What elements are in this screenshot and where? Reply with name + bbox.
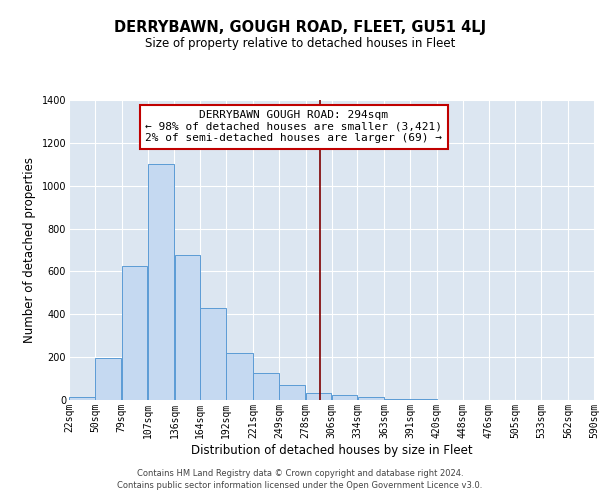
Bar — [253, 373, 278, 400]
Bar — [279, 385, 305, 400]
Bar — [122, 266, 148, 400]
Text: DERRYBAWN, GOUGH ROAD, FLEET, GU51 4LJ: DERRYBAWN, GOUGH ROAD, FLEET, GU51 4LJ — [114, 20, 486, 35]
Text: Contains HM Land Registry data © Crown copyright and database right 2024.: Contains HM Land Registry data © Crown c… — [137, 470, 463, 478]
Text: Size of property relative to detached houses in Fleet: Size of property relative to detached ho… — [145, 38, 455, 51]
Bar — [332, 394, 357, 400]
Text: DERRYBAWN GOUGH ROAD: 294sqm
← 98% of detached houses are smaller (3,421)
2% of : DERRYBAWN GOUGH ROAD: 294sqm ← 98% of de… — [145, 110, 442, 144]
Y-axis label: Number of detached properties: Number of detached properties — [23, 157, 36, 343]
Bar — [306, 392, 331, 400]
Bar — [226, 353, 253, 400]
Bar — [358, 397, 384, 400]
X-axis label: Distribution of detached houses by size in Fleet: Distribution of detached houses by size … — [191, 444, 472, 456]
Bar — [385, 399, 410, 400]
Bar — [175, 256, 200, 400]
Bar — [148, 164, 174, 400]
Bar — [95, 358, 121, 400]
Bar — [69, 397, 95, 400]
Bar — [200, 308, 226, 400]
Text: Contains public sector information licensed under the Open Government Licence v3: Contains public sector information licen… — [118, 480, 482, 490]
